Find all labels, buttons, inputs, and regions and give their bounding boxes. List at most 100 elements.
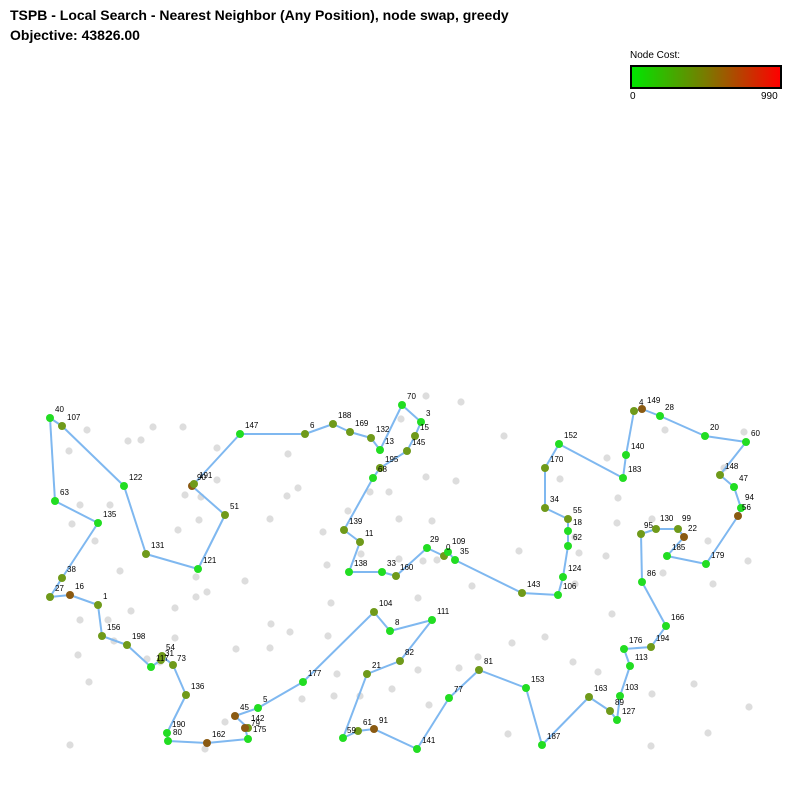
tour-edge [366,660,401,675]
node-label: 175 [253,725,267,734]
unselected-node [232,645,240,653]
node-label: 104 [379,599,393,608]
tour-node [647,643,655,651]
unselected-node [76,501,84,509]
unselected-node [221,718,229,726]
unselected-node [324,632,332,640]
unselected-node [241,577,249,585]
unselected-node [298,695,306,703]
tour-node [538,741,546,749]
tour-node [163,729,171,737]
node-label: 28 [665,403,674,412]
tour-edge [401,404,422,423]
unselected-node [414,666,422,674]
unselected-node [171,604,179,612]
tour-edge [521,592,559,596]
tour-edge [454,559,523,594]
node-label: 59 [347,726,356,735]
unselected-node [267,620,275,628]
node-label: 99 [682,514,691,523]
node-label: 191 [199,471,213,480]
tour-node [620,645,628,653]
node-label: 194 [656,634,670,643]
node-label: 54 [166,643,175,652]
unselected-node [745,703,753,711]
tour-node [339,734,347,742]
tour-edge [379,404,403,451]
node-label: 15 [420,423,429,432]
unselected-node [422,473,430,481]
tour-edge [234,707,259,717]
tour-node [329,420,337,428]
unselected-node [366,488,374,496]
node-label: 152 [564,431,578,440]
node-label: 63 [60,488,69,497]
tour-node [622,451,630,459]
unselected-node [556,475,564,483]
unselected-node [181,491,189,499]
node-label: 70 [407,392,416,401]
tour-node [630,407,638,415]
node-label: 131 [151,541,165,550]
tour-edge [166,694,187,734]
tour-node [147,663,155,671]
tour-edge [705,515,739,565]
tour-edge [666,536,685,557]
node-label: 56 [742,503,751,512]
node-label: 86 [647,569,656,578]
unselected-node [571,580,579,588]
unselected-nodes [65,392,753,753]
tour-edge [61,522,99,579]
node-label: 109 [452,537,466,546]
unselected-node [149,423,157,431]
node-label: 8 [395,618,400,627]
unselected-node [66,741,74,749]
node-label: 183 [628,465,642,474]
tour-node [164,737,172,745]
unselected-node [575,549,583,557]
tour-node [392,572,400,580]
unselected-node [266,515,274,523]
tour-node [737,504,745,512]
node-label: 107 [67,413,81,422]
node-label: 91 [379,716,388,725]
tour-node [638,578,646,586]
unselected-node [613,519,621,527]
unselected-node [179,423,187,431]
unselected-node [690,680,698,688]
tour-node [369,474,377,482]
tour-edge [191,485,226,516]
node-label: 113 [635,653,648,662]
tour-node [564,542,572,550]
tour-edge [126,644,152,668]
tour-node [701,432,709,440]
unselected-node [104,616,112,624]
tour-node [123,641,131,649]
tour-edge [541,696,590,746]
node-label: 18 [573,518,582,527]
unselected-node [385,488,393,496]
tour-edge [54,500,99,524]
unselected-node [283,492,291,500]
unselected-node [357,550,365,558]
tour-node [606,707,614,715]
tour-node [674,525,682,533]
node-label: 90 [197,473,206,482]
tour-node [626,662,634,670]
unselected-node [744,557,752,565]
tour-node [340,526,348,534]
tour-edge [61,425,125,487]
node-label: 166 [671,613,685,622]
unselected-node [65,447,73,455]
node-label: 142 [251,714,265,723]
unselected-node [397,415,405,423]
node-label: 187 [547,732,561,741]
tour-edge [448,669,480,699]
tour-edge [616,695,621,721]
unselected-node [171,634,179,642]
node-label: 117 [156,654,169,663]
node-label: 169 [355,419,369,428]
node-label: 38 [67,565,76,574]
node-label: 79 [251,719,260,728]
